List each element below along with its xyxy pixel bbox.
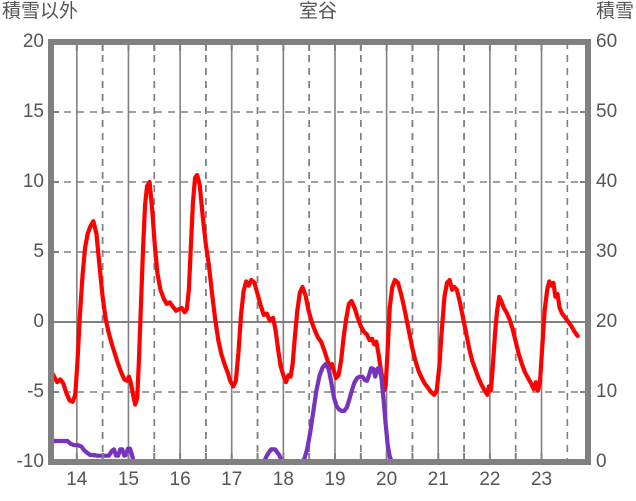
ytick-label-left: 0 [33, 311, 44, 332]
xtick-label: 19 [324, 469, 346, 490]
ytick-label-right: 30 [596, 241, 618, 262]
ytick-label-left: 15 [22, 101, 44, 122]
ytick-label-left: 5 [33, 241, 44, 262]
right-axis-title: 積雪 [595, 1, 634, 22]
xtick-label: 22 [479, 469, 501, 490]
xtick-label: 20 [376, 469, 398, 490]
left-axis-title: 積雪以外 [2, 1, 79, 22]
ytick-label-left: 10 [22, 171, 44, 192]
ytick-label-right: 40 [596, 171, 618, 192]
xtick-label: 23 [530, 469, 553, 490]
ytick-label-right: 60 [596, 31, 618, 52]
ytick-label-right: 50 [596, 101, 618, 122]
ytick-label-right: 20 [596, 311, 618, 332]
xtick-label: 17 [221, 469, 243, 490]
ytick-label-left: -10 [16, 451, 44, 472]
chart-title: 室谷 [298, 1, 337, 22]
xtick-label: 14 [66, 469, 88, 490]
xtick-label: 15 [117, 469, 139, 490]
xtick-label: 16 [169, 469, 191, 490]
ytick-label-right: 0 [596, 451, 607, 472]
ytick-label-left: 20 [22, 31, 44, 52]
ytick-label-right: 10 [596, 381, 618, 402]
ytick-label-left: -5 [27, 381, 44, 402]
series-line-temperature [48, 172, 580, 407]
xtick-label: 21 [427, 469, 449, 490]
xtick-label: 18 [272, 469, 294, 490]
